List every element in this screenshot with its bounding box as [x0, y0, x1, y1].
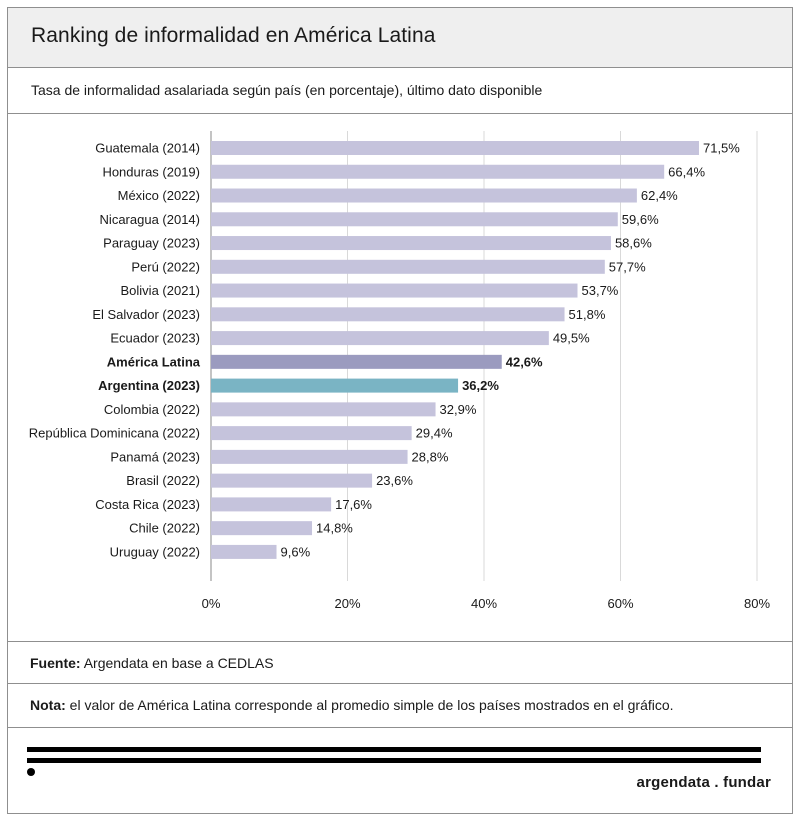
brand-logo: argendata . fundar	[636, 774, 771, 791]
category-label: Guatemala (2014)	[95, 141, 200, 156]
category-label: Costa Rica (2023)	[95, 497, 200, 512]
category-label: El Salvador (2023)	[92, 307, 200, 322]
bar	[211, 473, 373, 488]
x-tick-label: 80%	[744, 596, 770, 611]
chart-area: 0% 20% 40% 60% 80% Guatemala (2014) 71,5% Hondu…	[8, 114, 792, 642]
category-label: Uruguay (2022)	[110, 544, 200, 559]
category-label: América Latina	[107, 354, 201, 369]
brand-stripe-bottom	[27, 758, 761, 763]
source-text: Argendata en base a CEDLAS	[83, 655, 274, 671]
data-label: 71,5%	[703, 141, 740, 156]
x-tick-label: 40%	[471, 596, 497, 611]
bar	[211, 378, 459, 393]
category-label: Bolivia (2021)	[121, 283, 201, 298]
bar	[211, 354, 502, 369]
bar	[211, 497, 332, 512]
bar	[211, 259, 605, 274]
bar	[211, 164, 665, 179]
data-label: 58,6%	[615, 236, 652, 251]
note-label: Nota:	[30, 697, 66, 713]
category-label: México (2022)	[118, 188, 200, 203]
source-bar: Fuente: Argendata en base a CEDLAS	[8, 642, 792, 684]
chart-subtitle: Tasa de informalidad asalariada según pa…	[31, 82, 543, 98]
chart-title: Ranking de informalidad en América Latin…	[31, 24, 436, 47]
note-text: el valor de América Latina corresponde a…	[69, 697, 674, 713]
bar	[211, 141, 699, 155]
data-label: 59,6%	[622, 212, 659, 227]
source-line: Fuente: Argendata en base a CEDLAS	[30, 655, 274, 671]
data-label: 29,4%	[416, 426, 453, 441]
data-label: 53,7%	[582, 283, 619, 298]
data-label: 14,8%	[316, 521, 353, 536]
data-label: 28,8%	[412, 449, 449, 464]
bar	[211, 402, 436, 417]
bar	[211, 188, 637, 203]
subtitle-bar: Tasa de informalidad asalariada según pa…	[8, 68, 792, 114]
data-label: 9,6%	[281, 544, 311, 559]
data-label: 57,7%	[609, 259, 646, 274]
bar-chart: 0% 20% 40% 60% 80% Guatemala (2014) 71,5% Hondu…	[29, 131, 770, 611]
chart-card: Ranking de informalidad en América Latin…	[7, 7, 793, 814]
bar	[211, 544, 277, 559]
category-label: Honduras (2019)	[102, 164, 200, 179]
category-label: Argentina (2023)	[98, 378, 200, 393]
category-label: Panamá (2023)	[110, 449, 200, 464]
bar	[211, 236, 611, 251]
bar	[211, 521, 313, 536]
data-label: 49,5%	[553, 331, 590, 346]
data-label: 66,4%	[668, 164, 705, 179]
x-tick-label: 20%	[334, 596, 360, 611]
category-label: Ecuador (2023)	[110, 331, 200, 346]
data-label: 36,2%	[462, 378, 499, 393]
category-label: Perú (2022)	[131, 259, 200, 274]
bar	[211, 449, 408, 464]
category-label: Paraguay (2023)	[103, 236, 200, 251]
bar	[211, 331, 549, 346]
data-label: 32,9%	[440, 402, 477, 417]
category-label: República Dominicana (2022)	[29, 426, 200, 441]
bar	[211, 426, 412, 441]
data-label: 17,6%	[335, 497, 372, 512]
data-label: 62,4%	[641, 188, 678, 203]
bar	[211, 212, 618, 227]
data-label: 42,6%	[506, 354, 543, 369]
bar	[211, 283, 578, 298]
x-tick-label: 60%	[607, 596, 633, 611]
source-label: Fuente:	[30, 655, 81, 671]
note-line: Nota: el valor de América Latina corresp…	[30, 697, 674, 713]
data-label: 51,8%	[569, 307, 606, 322]
category-label: Nicaragua (2014)	[100, 212, 200, 227]
note-bar: Nota: el valor de América Latina corresp…	[8, 684, 792, 728]
category-label: Brasil (2022)	[126, 473, 200, 488]
brand-stripe-top	[27, 747, 761, 752]
category-label: Colombia (2022)	[104, 402, 200, 417]
category-label: Chile (2022)	[129, 521, 200, 536]
x-tick-label: 0%	[202, 596, 221, 611]
bar	[211, 307, 565, 322]
brand-dot-icon	[27, 768, 35, 776]
title-bar: Ranking de informalidad en América Latin…	[8, 8, 792, 68]
data-label: 23,6%	[376, 473, 413, 488]
